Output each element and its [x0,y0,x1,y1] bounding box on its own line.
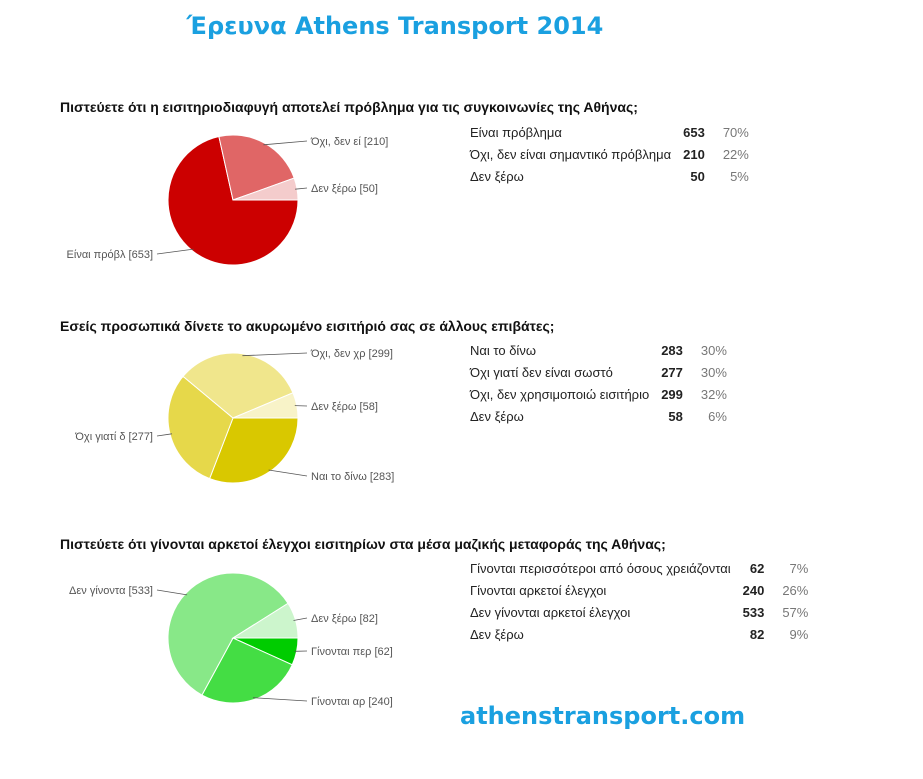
pie-slice-label: Δεν ξέρω [82] [311,613,378,625]
question-3-title: Πιστεύετε ότι γίνονται αρκετοί έλεγχοι ε… [60,536,666,552]
results-table-1: Είναι πρόβλημα 653 70% Όχι, δεν είναι σημαν… [470,124,749,190]
answer-count: 653 [683,125,705,140]
answer-percent: 57% [782,605,809,620]
pie-slice [208,417,299,484]
question-1-title: Πιστεύετε ότι η εισιτηριοδιαφυγή αποτελε… [60,99,638,115]
table-row: Δεν ξέρω 58 6% [470,408,727,430]
answer-percent: 30% [700,343,727,358]
answer-percent: 9% [789,627,809,642]
answer-count: 82 [749,627,765,642]
answer-label: Δεν ξέρω [470,409,524,424]
pie-slice-label: Γίνονται περ [62] [311,646,393,658]
answer-label: Δεν ξέρω [470,627,524,642]
pie-chart-3: Γίνονται περ [62] Γίνονται αρ [240] Δεν γί… [69,572,393,708]
pie-slice-label: Όχι, δεν χρ [299] [310,348,393,360]
pie-slice [167,572,289,696]
table-row: Όχι, δεν είναι σημαντικό πρόβλημα 210 22% [470,146,749,168]
pie-slice-label: Δεν ξέρω [58] [311,401,378,413]
pie-chart-1: Είναι πρόβλ [653] Όχι, δεν εί [210] Δεν ξέ… [67,134,388,266]
pie-slice-label: Όχι γιατί δ [277] [74,431,153,443]
pie-leader-line [295,187,308,190]
pie-leader-line [156,433,173,437]
table-row: Δεν γίνονται αρκετοί έλεγχοι 533 57% [470,604,808,626]
table-row: Γίνονται περισσότεροι από όσους χρειάζον… [470,560,808,582]
pie-leader-line [268,469,308,477]
table-row: Γίνονται αρκετοί έλεγχοι 240 26% [470,582,808,604]
pie-slice-label: Ναι το δίνω [283] [311,471,394,483]
pie-slice [232,392,299,419]
results-table-3: Γίνονται περισσότεροι από όσους χρειάζον… [470,560,808,648]
answer-label: Ναι το δίνω [470,343,536,358]
pie-slice-label: Γίνονται αρ [240] [311,696,393,708]
answer-label: Δεν ξέρω [470,169,524,184]
answer-percent: 32% [700,387,727,402]
table-row: Είναι πρόβλημα 653 70% [470,124,749,146]
site-footer-url: athenstransport.com [460,702,746,730]
answer-percent: 5% [730,169,749,184]
answer-percent: 7% [789,561,809,576]
pie-slice-label: Όχι, δεν εί [210] [310,136,388,148]
table-row: Όχι, δεν χρησιμοποιώ εισιτήριο 299 32% [470,386,727,408]
answer-count: 240 [742,583,765,598]
answer-count: 58 [668,409,683,424]
answer-percent: 30% [700,365,727,380]
pie-chart-2: Ναι το δίνω [283] Όχι γιατί δ [277] Όχι, δ… [74,348,394,484]
answer-label: Δεν γίνονται αρκετοί έλεγχοι [470,605,631,620]
page-title: Έρευνα Athens Transport 2014 [186,12,604,40]
table-row: Δεν ξέρω 50 5% [470,168,749,190]
pie-slice-label: Δεν ξέρω [50] [311,183,378,195]
answer-percent: 22% [722,147,749,162]
answer-count: 50 [690,169,705,184]
pie-leader-line [293,617,308,621]
answer-percent: 70% [722,125,749,140]
answer-percent: 26% [782,583,809,598]
answer-count: 62 [749,561,765,576]
answer-label: Όχι, δεν είναι σημαντικό πρόβλημα [470,147,672,162]
answer-count: 299 [661,387,683,402]
pie-leader-line [156,248,194,255]
answer-label: Όχι, δεν χρησιμοποιώ εισιτήριο [470,387,650,402]
table-row: Ναι το δίνω 283 30% [470,342,727,364]
results-table-2: Ναι το δίνω 283 30% Όχι γιατί δεν είναι σωσ… [470,342,727,430]
answer-label: Είναι πρόβλημα [470,125,562,140]
pie-leader-line [263,140,308,146]
table-row: Δεν ξέρω 82 9% [470,626,808,648]
pie-slice [218,134,295,201]
table-row: Όχι γιατί δεν είναι σωστό 277 30% [470,364,727,386]
pie-leader-line [252,697,308,702]
answer-label: Όχι γιατί δεν είναι σωστό [470,365,613,380]
answer-label: Γίνονται αρκετοί έλεγχοι [470,583,607,598]
pie-leader-line [242,352,308,357]
answer-count: 277 [661,365,683,380]
question-2-title: Εσείς προσωπικά δίνετε το ακυρωμένο εισι… [60,318,555,334]
answer-count: 210 [683,147,705,162]
answer-label: Γίνονται περισσότεροι από όσους χρειάζον… [470,561,731,576]
answer-percent: 6% [708,409,727,424]
pie-leader-line [156,589,188,596]
pie-slice [167,135,299,266]
answer-count: 283 [661,343,683,358]
pie-slice-label: Είναι πρόβλ [653] [67,249,153,261]
pie-slice [182,352,294,419]
pie-slice-label: Δεν γίνοντα [533] [69,585,153,597]
answer-count: 533 [742,605,765,620]
